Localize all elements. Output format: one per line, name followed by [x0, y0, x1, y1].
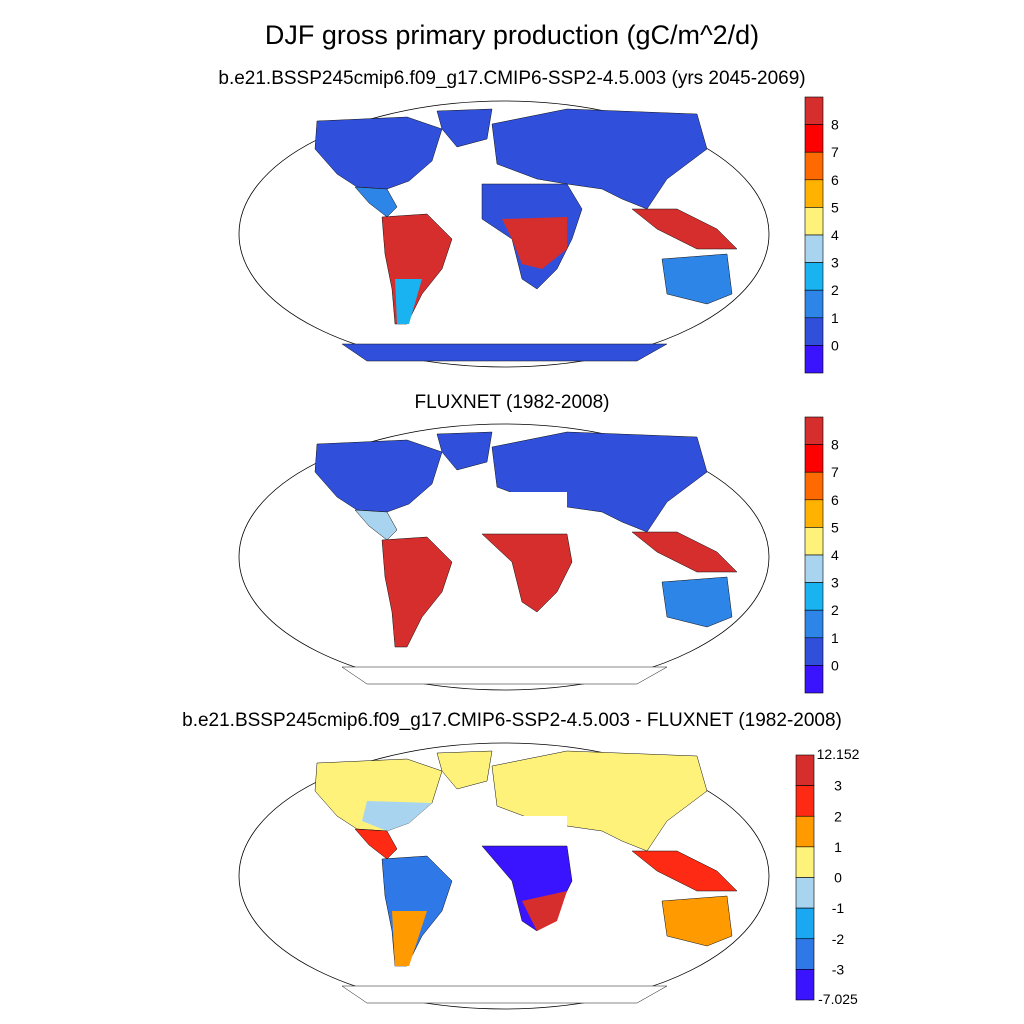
australia	[661, 895, 733, 947]
panel-1-map	[238, 100, 770, 368]
southeast-asia	[631, 208, 738, 250]
africa-south	[522, 891, 567, 931]
colorbar-label: -1	[832, 900, 845, 916]
colorbar-segment	[804, 289, 824, 319]
figure-title: DJF gross primary production (gC/m^2/d)	[264, 20, 760, 50]
africa-tropics	[502, 217, 567, 269]
colorbar-label: 3	[831, 255, 839, 271]
south-america	[381, 536, 453, 648]
colorbar-label: 8	[831, 117, 839, 133]
colorbar-segment	[804, 582, 824, 611]
colorbar-label: 6	[831, 172, 839, 188]
panel-2-map	[238, 423, 770, 691]
colorbar-segment	[795, 785, 815, 817]
southeast-asia	[631, 531, 738, 573]
colorbar-label: 1	[831, 310, 839, 326]
colorbar-label: 7	[831, 144, 839, 160]
colorbar-label: 0	[831, 337, 839, 353]
colorbar-label: 2	[834, 808, 842, 824]
panel-1-colorbar: 8 7 6 5 4 3 2 1 0	[804, 96, 839, 374]
panel-2-subtitle: FLUXNET (1982-2008)	[414, 392, 610, 413]
south-america-south	[392, 911, 427, 966]
north-america	[314, 116, 443, 190]
colorbar-segment	[804, 262, 824, 291]
colorbar-label: -7.025	[818, 991, 858, 1007]
colorbar-segment	[804, 527, 824, 556]
colorbar-label: 8	[831, 437, 839, 453]
colorbar-segment	[804, 124, 824, 153]
southeast-asia	[631, 850, 738, 892]
north-america-east	[362, 801, 432, 831]
europe-asia	[491, 108, 708, 210]
australia	[661, 253, 733, 305]
panel-3-subtitle: b.e21.BSSP245cmip6.f09_g17.CMIP6-SSP2-4.…	[182, 710, 842, 731]
antarctica	[341, 985, 668, 1004]
colorbar-label: 1	[831, 630, 839, 646]
colorbar-segment	[804, 317, 824, 346]
australia	[661, 576, 733, 628]
colorbar-segment	[795, 815, 815, 848]
continents	[314, 750, 738, 1004]
colorbar-segment	[804, 179, 824, 208]
colorbar-label: 2	[831, 282, 839, 298]
colorbar-label: 0	[834, 870, 842, 886]
central-america	[354, 828, 398, 860]
colorbar-segment	[795, 754, 815, 786]
colorbar-segment	[804, 665, 824, 694]
colorbar-label: 3	[834, 778, 842, 794]
colorbar-label: 3	[831, 575, 839, 591]
colorbar-label: -2	[832, 931, 845, 947]
panel-2-colorbar: 8 7 6 5 4 3 2 1 0	[804, 416, 839, 694]
panel-1-subtitle: b.e21.BSSP245cmip6.f09_g17.CMIP6-SSP2-4.…	[218, 68, 806, 89]
colorbar-label: 4	[831, 547, 839, 563]
colorbar-segment	[804, 345, 824, 374]
colorbar-label: 12.152	[817, 746, 860, 762]
antarctica	[341, 343, 668, 362]
colorbar-segment	[795, 938, 815, 970]
colorbar-label: -3	[832, 961, 845, 977]
colorbar-segment	[804, 96, 824, 125]
colorbar-segment	[795, 907, 815, 940]
colorbar-segment	[804, 416, 824, 445]
colorbar-segment	[804, 444, 824, 473]
colorbar-label: 2	[831, 602, 839, 618]
colorbar-label: 1	[834, 839, 842, 855]
colorbar-label: 5	[831, 199, 839, 215]
central-america	[354, 509, 398, 541]
colorbar-segment	[804, 499, 824, 528]
colorbar-segment	[804, 554, 824, 583]
colorbar-label: 6	[831, 492, 839, 508]
colorbar-segment	[804, 207, 824, 236]
panel-3-map	[238, 742, 770, 1010]
continents	[314, 431, 738, 685]
south-america-south	[395, 279, 422, 324]
colorbar-label: 7	[831, 464, 839, 480]
colorbar-label: 4	[831, 227, 839, 243]
colorbar-segment	[804, 234, 824, 263]
colorbar-segment	[804, 471, 824, 501]
colorbar-segment	[804, 637, 824, 666]
sahara-missing	[482, 816, 567, 846]
colorbar-segment	[795, 969, 815, 1001]
colorbar-segment	[795, 846, 815, 878]
colorbar-segment	[804, 609, 824, 639]
sahara-missing	[482, 492, 567, 534]
north-america	[314, 439, 443, 513]
greenland	[436, 108, 493, 148]
colorbar-label: 0	[831, 657, 839, 673]
central-america	[354, 186, 398, 218]
africa	[481, 533, 573, 613]
colorbar-segment	[804, 151, 824, 181]
colorbar-label: 5	[831, 519, 839, 535]
antarctica	[341, 666, 668, 685]
greenland	[436, 750, 493, 790]
panel-3-colorbar: 12.152 3 2 1 0 -1 -2 -3 -7.025	[795, 746, 860, 1007]
colorbar-segment	[795, 877, 815, 909]
greenland	[436, 431, 493, 471]
continents	[314, 108, 738, 362]
